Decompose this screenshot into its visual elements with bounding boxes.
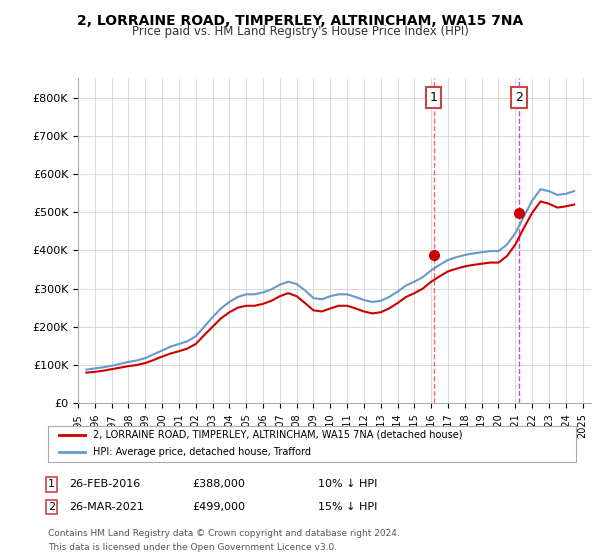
Text: 26-MAR-2021: 26-MAR-2021 — [69, 502, 144, 512]
Text: 10% ↓ HPI: 10% ↓ HPI — [318, 479, 377, 489]
Text: Price paid vs. HM Land Registry's House Price Index (HPI): Price paid vs. HM Land Registry's House … — [131, 25, 469, 38]
Text: Contains HM Land Registry data © Crown copyright and database right 2024.: Contains HM Land Registry data © Crown c… — [48, 529, 400, 538]
Text: £499,000: £499,000 — [192, 502, 245, 512]
Text: 1: 1 — [430, 91, 437, 104]
Text: 15% ↓ HPI: 15% ↓ HPI — [318, 502, 377, 512]
Text: 2, LORRAINE ROAD, TIMPERLEY, ALTRINCHAM, WA15 7NA (detached house): 2, LORRAINE ROAD, TIMPERLEY, ALTRINCHAM,… — [93, 430, 463, 440]
Text: 26-FEB-2016: 26-FEB-2016 — [69, 479, 140, 489]
Text: 1: 1 — [48, 479, 55, 489]
Text: This data is licensed under the Open Government Licence v3.0.: This data is licensed under the Open Gov… — [48, 543, 337, 552]
Text: HPI: Average price, detached house, Trafford: HPI: Average price, detached house, Traf… — [93, 447, 311, 457]
Text: 2: 2 — [48, 502, 55, 512]
Text: 2, LORRAINE ROAD, TIMPERLEY, ALTRINCHAM, WA15 7NA: 2, LORRAINE ROAD, TIMPERLEY, ALTRINCHAM,… — [77, 14, 523, 28]
Text: 2: 2 — [515, 91, 523, 104]
Text: £388,000: £388,000 — [192, 479, 245, 489]
